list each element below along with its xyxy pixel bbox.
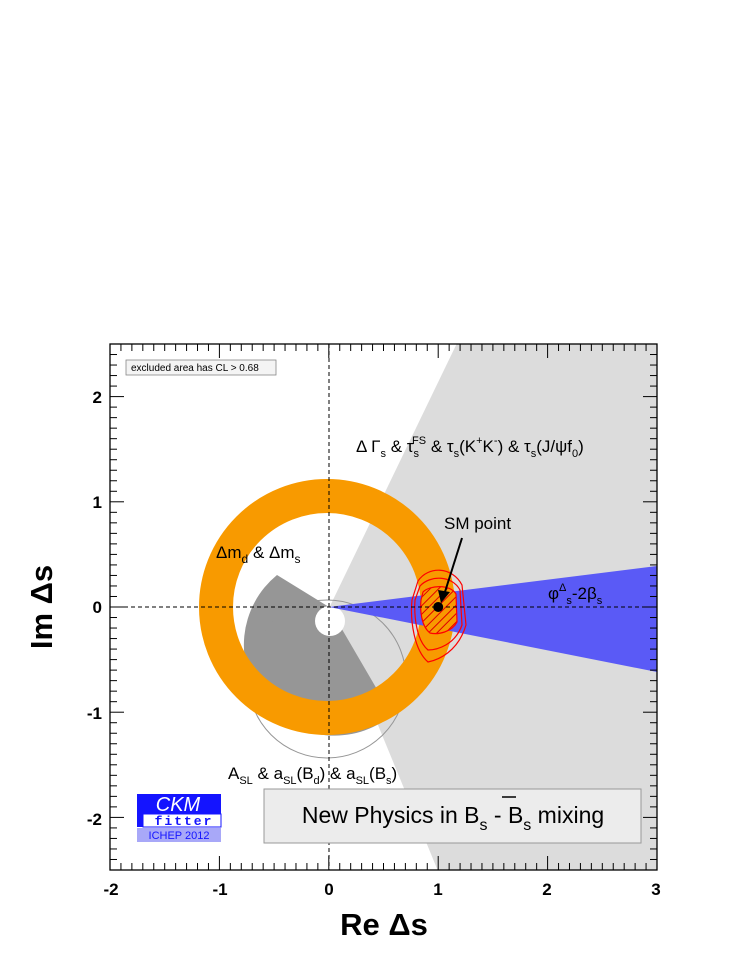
title-badge bbox=[263, 788, 642, 844]
y-tick-label: -2 bbox=[87, 810, 102, 829]
legend-note: excluded area has CL > 0.68 bbox=[131, 363, 259, 374]
label-asl: ASL & aSL(Bd) & aSL(Bs) bbox=[228, 764, 397, 787]
x-tick-label: -2 bbox=[103, 880, 118, 899]
logo-fitter: fitter bbox=[155, 814, 214, 829]
ckmfitter-logo: CKM fitter ICHEP 2012 bbox=[137, 794, 222, 842]
label-dm: Δmd & Δms bbox=[216, 543, 301, 566]
region-phi-wedge bbox=[329, 566, 657, 672]
x-tick-labels: -2 -1 0 1 2 3 bbox=[103, 880, 660, 899]
sm-arrow bbox=[443, 537, 463, 596]
label-gamma: Δ Γs & τsFS & τs(K+K-) & τs(J/ψf0) bbox=[356, 435, 584, 460]
x-tick-label: 3 bbox=[651, 880, 660, 899]
logo-bottom bbox=[137, 828, 221, 842]
contour-middle bbox=[414, 577, 463, 651]
x-axis-title: Re Δs bbox=[340, 907, 428, 942]
logo-ckm: CKM bbox=[156, 794, 201, 816]
x-tick-label: 1 bbox=[433, 880, 442, 899]
legend-note-box bbox=[125, 359, 277, 376]
y-tick-label: 2 bbox=[93, 388, 102, 407]
y-tick-labels: -2 -1 0 1 2 bbox=[87, 388, 102, 829]
logo-event: ICHEP 2012 bbox=[149, 830, 210, 842]
sm-point-marker bbox=[433, 602, 444, 612]
logo-top bbox=[137, 794, 221, 814]
logo-mid-bar bbox=[137, 814, 143, 827]
region-asl-hole bbox=[315, 606, 345, 636]
y-tick-label: 1 bbox=[93, 493, 102, 512]
x-tick-label: 2 bbox=[542, 880, 551, 899]
sm-arrow-head bbox=[438, 590, 450, 603]
x-tick-label: 0 bbox=[324, 880, 333, 899]
label-phi: φΔs-2βs bbox=[548, 582, 603, 607]
y-tick-label: 0 bbox=[93, 598, 102, 617]
axis-ticks bbox=[109, 343, 658, 871]
y-axis-title: Im Δs bbox=[24, 565, 59, 649]
title-badge-text: New Physics in Bs - Bs mixing bbox=[302, 802, 604, 834]
x-tick-label: -1 bbox=[212, 880, 227, 899]
contour-outer bbox=[410, 569, 467, 663]
y-tick-label: -1 bbox=[87, 704, 102, 723]
label-sm-point: SM point bbox=[444, 514, 511, 533]
region-gamma-edge-upper bbox=[328, 344, 457, 608]
